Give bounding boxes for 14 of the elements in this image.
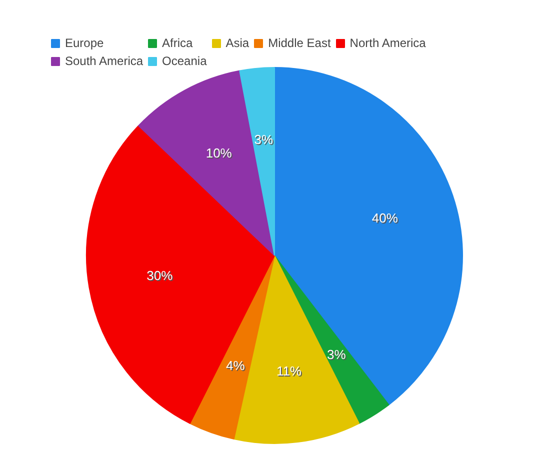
data-label: 3% xyxy=(328,348,348,363)
legend-label: South America xyxy=(65,54,144,68)
legend-label: Africa xyxy=(162,36,193,50)
data-label: 40% xyxy=(372,212,400,227)
legend-label: Middle East xyxy=(268,36,331,50)
data-label: 11% xyxy=(277,364,303,380)
data-label: 3% xyxy=(255,132,274,148)
legend-label: Asia xyxy=(226,36,250,50)
legend-label: Europe xyxy=(65,36,104,50)
legend-label: North America xyxy=(350,36,426,50)
legend-label: Oceania xyxy=(162,54,207,68)
data-label: 10% xyxy=(206,146,234,162)
data-label: 4% xyxy=(226,358,246,373)
data-label: 30% xyxy=(146,268,174,283)
